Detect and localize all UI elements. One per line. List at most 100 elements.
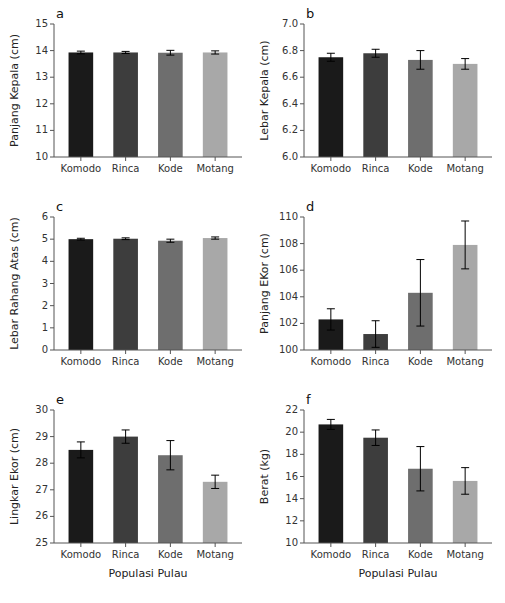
y-tick-label: 110	[279, 211, 298, 222]
error-cap	[372, 57, 380, 58]
error-bar	[77, 238, 85, 240]
error-cap	[372, 49, 380, 50]
y-tick	[50, 217, 54, 218]
error-bar	[166, 50, 174, 55]
y-tick	[300, 50, 304, 51]
y-tick-label: 6.6	[282, 71, 298, 82]
x-tick-label: Komodo	[61, 163, 102, 174]
x-tick-label: Komodo	[311, 356, 352, 367]
x-tick	[125, 350, 126, 354]
x-axis-label: Populasi Pulau	[108, 567, 187, 580]
panel: 252627282930KomodoRincaKodeMotangLingkar…	[8, 392, 242, 603]
y-tick	[50, 283, 54, 284]
error-cap	[461, 69, 469, 70]
y-tick	[50, 157, 54, 158]
x-tick	[375, 543, 376, 547]
y-tick-label: 13	[35, 71, 48, 82]
error-line	[465, 59, 466, 70]
error-cap	[372, 320, 380, 321]
x-tick-label: Komodo	[311, 163, 352, 174]
error-bar	[327, 53, 335, 61]
error-bar	[122, 430, 130, 443]
x-tick	[215, 543, 216, 547]
x-tick-label: Rinca	[362, 549, 390, 560]
error-cap	[461, 58, 469, 59]
bar	[363, 438, 388, 543]
plot-area	[69, 50, 228, 157]
error-cap	[122, 443, 130, 444]
error-cap	[211, 54, 219, 55]
error-line	[375, 430, 376, 446]
error-cap	[461, 494, 469, 495]
x-tick	[375, 350, 376, 354]
y-tick	[50, 239, 54, 240]
error-bar	[77, 51, 85, 54]
x-axis-line	[54, 157, 242, 158]
error-bar	[461, 59, 469, 70]
bar	[319, 424, 344, 543]
x-tick-label: Komodo	[311, 549, 352, 560]
panel: 100102104106108110KomodoRincaKodeMotangP…	[258, 199, 492, 603]
x-tick	[330, 543, 331, 547]
error-cap	[461, 467, 469, 468]
y-tick	[300, 476, 304, 477]
panel-label: b	[306, 6, 314, 21]
y-tick-label: 6.8	[282, 45, 298, 56]
y-tick	[300, 217, 304, 218]
y-axis-line	[304, 217, 305, 350]
y-tick-label: 12	[35, 98, 48, 109]
error-bar	[166, 441, 174, 470]
y-tick-label: 25	[35, 537, 48, 548]
error-cap	[416, 69, 424, 70]
x-tick	[420, 543, 421, 547]
y-tick	[50, 50, 54, 51]
y-tick	[300, 498, 304, 499]
error-cap	[372, 347, 380, 348]
error-cap	[166, 239, 174, 240]
error-line	[375, 321, 376, 348]
y-tick	[300, 296, 304, 297]
y-tick-label: 0	[42, 344, 48, 355]
y-tick-label: 10	[285, 537, 298, 548]
error-cap	[416, 490, 424, 491]
plot-area	[319, 49, 478, 157]
x-tick	[420, 350, 421, 354]
y-tick-label: 16	[285, 471, 298, 482]
y-axis-label: Panjang Kepala (cm)	[8, 34, 21, 147]
x-tick	[80, 157, 81, 161]
x-axis-line	[304, 157, 492, 158]
bar	[203, 52, 228, 157]
panel: 101112131415KomodoRincaKodeMotangPanjang…	[8, 6, 242, 423]
error-cap	[211, 236, 219, 237]
error-bar	[372, 321, 380, 348]
x-tick-label: Kode	[408, 549, 433, 560]
x-tick-label: Motang	[446, 356, 483, 367]
error-bar	[461, 468, 469, 495]
error-cap	[211, 50, 219, 51]
x-tick	[465, 157, 466, 161]
error-line	[330, 419, 331, 429]
error-bar	[211, 475, 219, 488]
y-tick	[50, 489, 54, 490]
x-tick	[330, 350, 331, 354]
y-tick-label: 6.2	[282, 124, 298, 135]
y-tick	[300, 520, 304, 521]
y-tick	[300, 270, 304, 271]
bar	[203, 238, 228, 350]
x-tick-label: Motang	[446, 549, 483, 560]
bar	[69, 239, 94, 350]
error-cap	[77, 53, 85, 54]
y-tick-label: 18	[285, 448, 298, 459]
y-tick-label: 14	[285, 493, 298, 504]
y-tick	[300, 130, 304, 131]
panel-label: f	[306, 392, 311, 407]
error-line	[80, 442, 81, 458]
bar	[158, 241, 183, 350]
y-tick	[50, 463, 54, 464]
error-cap	[122, 239, 130, 240]
panel: 10121416182022KomodoRincaKodeMotangBerat…	[258, 392, 492, 603]
y-axis-line	[54, 217, 55, 350]
x-tick-label: Rinca	[362, 163, 390, 174]
y-tick	[50, 24, 54, 25]
y-axis-line	[54, 24, 55, 157]
